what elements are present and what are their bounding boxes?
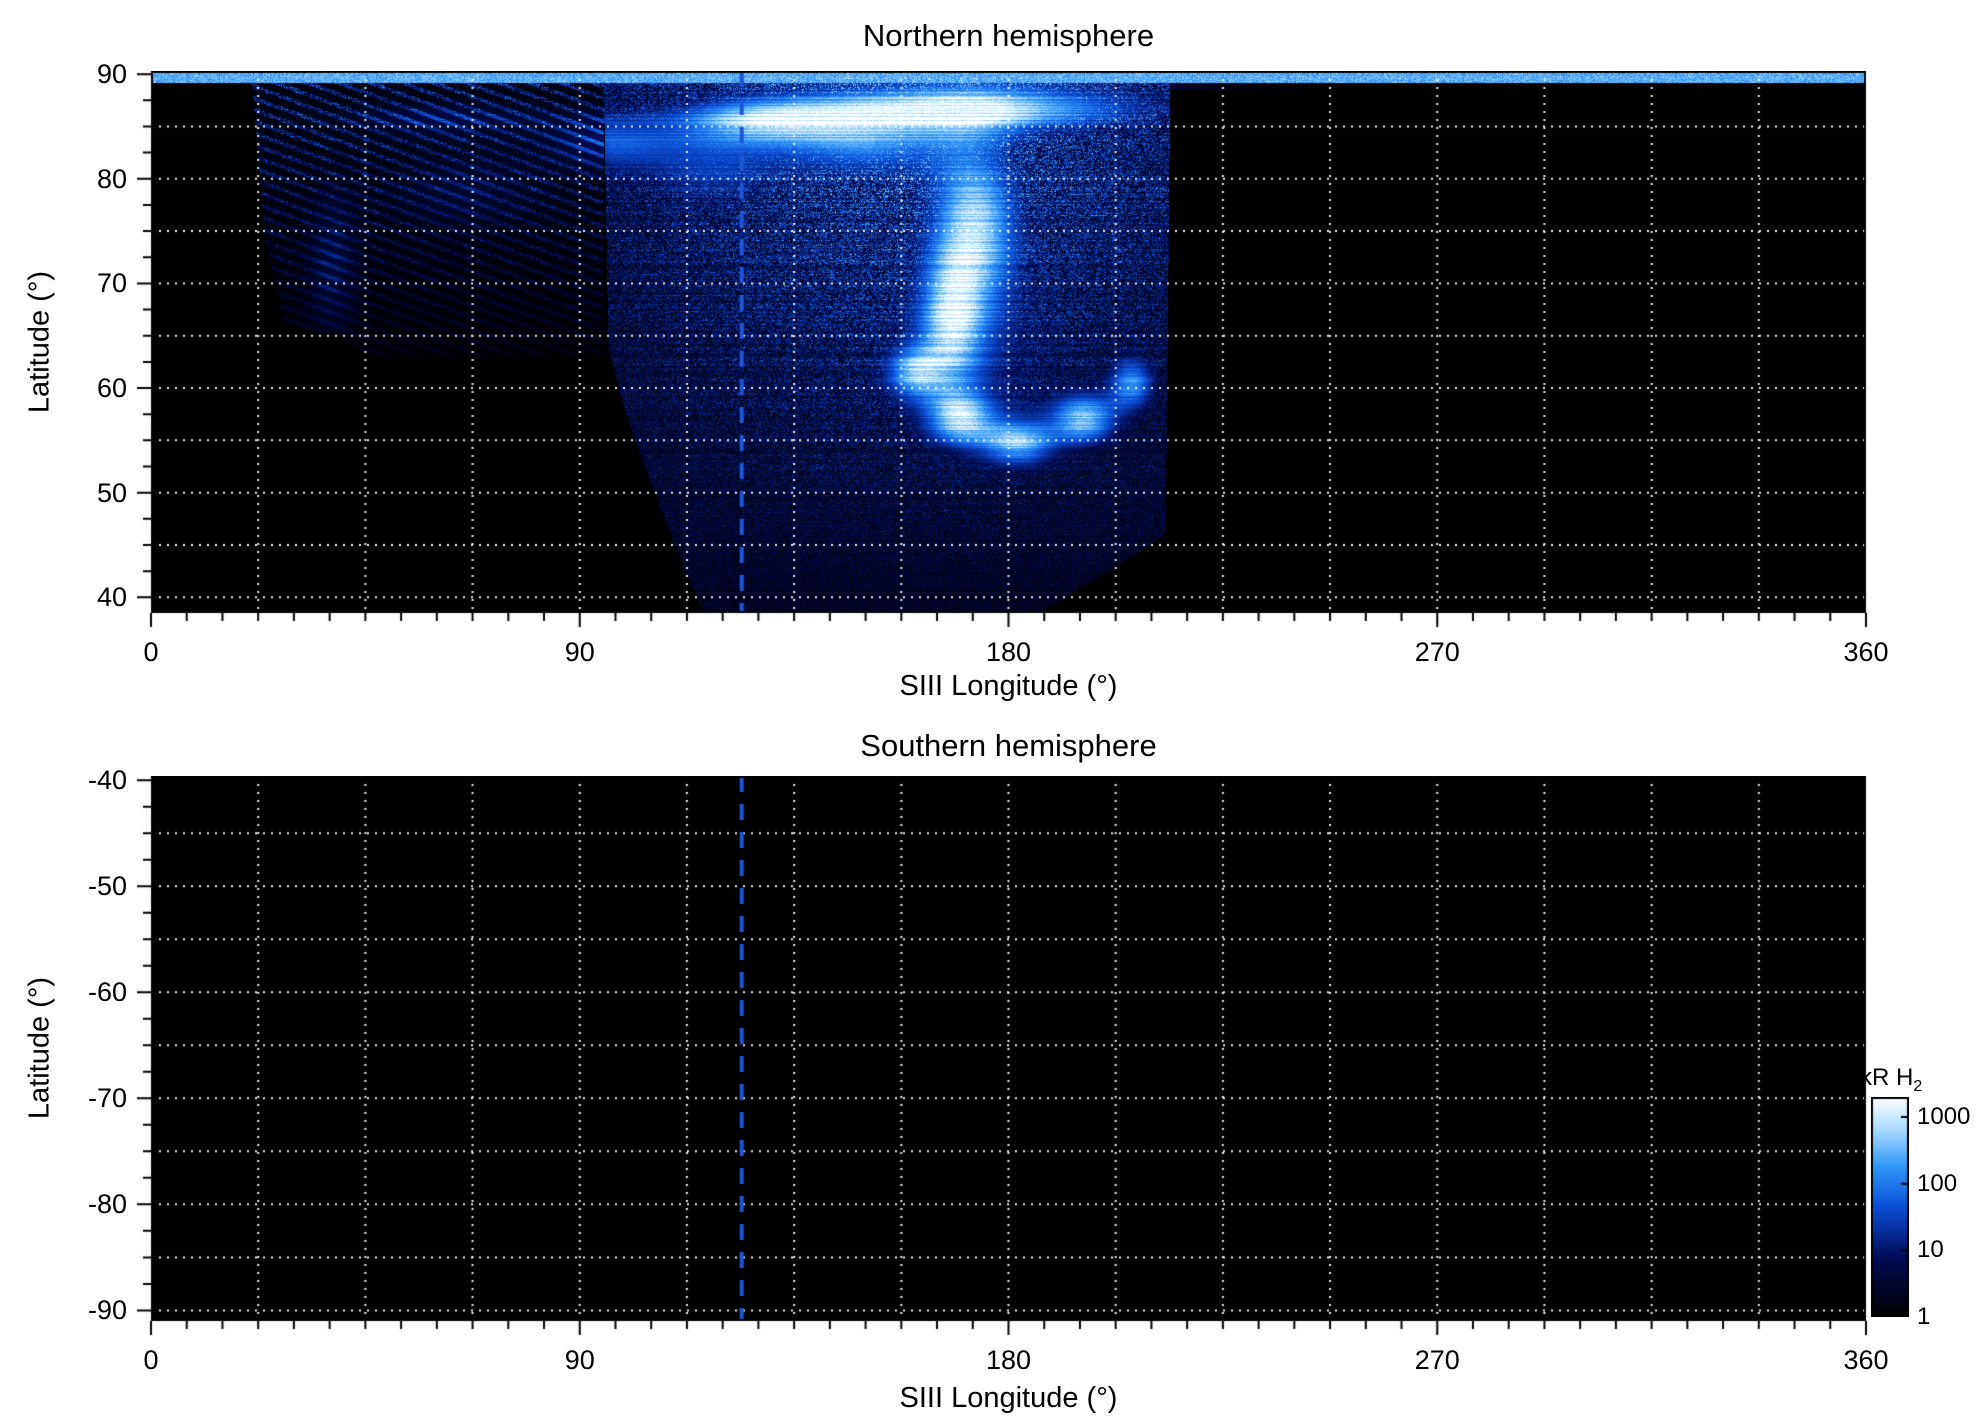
south-heatmap-canvas [127,776,1868,1351]
x-tick-label: 180 [985,1345,1032,1375]
south-panel-title: Southern hemisphere [860,728,1157,763]
x-tick-label: 270 [1414,1345,1460,1375]
x-tick-label: 360 [1843,1345,1889,1375]
x-tick-label: 180 [985,637,1032,667]
colorbar-tick-label: 10 [1917,1236,1944,1264]
south-x-axis-label: SIII Longitude (°) [899,1382,1118,1414]
north-heatmap-canvas [127,71,1868,643]
y-tick-label: 40 [96,582,127,613]
north-panel-title: Northern hemisphere [862,18,1155,53]
x-tick-label: 0 [143,1345,159,1375]
y-tick-label: -50 [87,871,127,902]
colorbar-unit-label: kR H2 [1860,1064,1922,1096]
colorbar-unit-subscript: 2 [1913,1077,1923,1095]
y-tick-label: 80 [96,163,127,194]
y-tick-label: 50 [96,477,127,508]
y-tick-label: 70 [96,268,127,299]
y-tick-label: -80 [87,1189,127,1220]
y-tick-label: -40 [87,765,127,796]
y-tick-label: 60 [96,373,127,404]
x-tick-label: 270 [1414,637,1460,667]
y-tick-label: -70 [87,1083,127,1114]
colorbar-tick-label: 1 [1917,1303,1931,1330]
colorbar-canvas [1871,1097,1909,1317]
colorbar-tick-label: 1000 [1917,1103,1971,1131]
colorbar-unit-text: kR H [1860,1064,1914,1091]
north-x-axis-label: SIII Longitude (°) [899,670,1118,702]
x-tick-label: 360 [1843,637,1889,667]
y-tick-label: -60 [87,977,127,1008]
y-tick-label: -90 [87,1295,127,1326]
x-tick-label: 90 [564,1345,595,1375]
y-tick-label: 90 [96,59,127,90]
x-tick-label: 90 [564,637,595,667]
colorbar-tick-label: 100 [1917,1169,1958,1197]
x-tick-label: 0 [143,637,159,667]
